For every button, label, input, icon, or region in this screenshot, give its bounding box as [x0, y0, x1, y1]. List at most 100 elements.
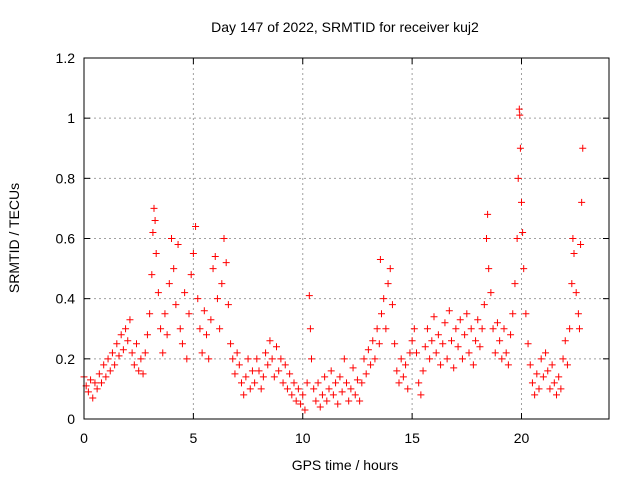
data-point	[376, 256, 384, 264]
data-point	[185, 310, 193, 318]
data-point	[526, 361, 534, 369]
data-point	[367, 361, 375, 369]
data-point	[327, 367, 335, 375]
data-point	[402, 361, 410, 369]
data-point	[514, 174, 522, 182]
data-point	[570, 250, 578, 258]
data-point	[343, 379, 350, 387]
data-point	[373, 325, 381, 333]
y-tick-label: 0.6	[56, 231, 76, 247]
data-point	[544, 367, 552, 375]
data-point	[561, 337, 569, 345]
data-point	[515, 105, 523, 113]
data-point	[382, 325, 390, 333]
data-point	[229, 355, 237, 363]
data-point	[117, 331, 125, 339]
y-axis-label: SRMTID / TECUs	[6, 183, 22, 293]
data-point	[388, 301, 396, 309]
data-point	[474, 316, 482, 324]
data-point	[150, 204, 158, 212]
data-point	[207, 316, 215, 324]
data-point	[456, 316, 464, 324]
data-point	[299, 391, 307, 399]
data-point	[395, 379, 403, 387]
data-point	[458, 355, 466, 363]
data-point	[413, 349, 420, 357]
data-point	[520, 265, 528, 273]
data-point	[157, 325, 165, 333]
data-point	[463, 310, 471, 318]
data-point	[568, 280, 576, 288]
data-point	[502, 349, 510, 357]
data-point	[332, 379, 340, 387]
data-point	[151, 216, 159, 224]
data-point	[213, 295, 221, 303]
data-point	[417, 391, 425, 399]
data-point	[386, 265, 394, 273]
data-point	[329, 391, 337, 399]
data-point	[115, 352, 123, 360]
data-point	[294, 385, 302, 393]
data-point	[496, 337, 504, 345]
data-point	[461, 331, 469, 339]
data-point	[233, 349, 241, 357]
data-point	[149, 228, 157, 236]
data-point	[205, 355, 213, 363]
data-point	[349, 364, 357, 372]
data-point	[454, 343, 462, 351]
data-point	[259, 373, 267, 381]
data-point	[135, 367, 143, 375]
data-point	[542, 349, 550, 357]
data-point	[531, 391, 539, 399]
data-point	[238, 379, 245, 387]
data-point	[242, 373, 250, 381]
data-point	[100, 361, 108, 369]
data-points	[80, 105, 587, 414]
data-point	[246, 385, 254, 393]
data-point	[288, 391, 296, 399]
data-point	[399, 373, 407, 381]
data-point	[483, 235, 490, 242]
data-point	[321, 373, 329, 381]
y-tick-label: 0.8	[56, 170, 76, 186]
y-tick-label: 0	[67, 411, 75, 427]
data-point	[318, 391, 326, 399]
data-point	[364, 346, 372, 354]
data-point	[189, 250, 197, 258]
data-point	[408, 337, 416, 345]
data-point	[441, 319, 449, 327]
tick-labels: 0 5 10 15 20 0 0.2 0.4 0.6 0.8 1 1.2	[56, 50, 530, 446]
data-point	[421, 343, 429, 351]
data-point	[262, 349, 270, 357]
data-point	[428, 337, 436, 345]
data-point	[270, 373, 278, 381]
data-point	[281, 361, 289, 369]
data-point	[297, 400, 305, 408]
data-point	[484, 210, 492, 218]
data-point	[469, 361, 477, 369]
y-tick-label: 0.4	[56, 291, 76, 307]
data-point	[196, 325, 204, 333]
data-point	[310, 385, 318, 393]
data-point	[423, 325, 431, 333]
data-point	[535, 385, 543, 393]
data-point	[122, 325, 130, 333]
data-point	[198, 349, 206, 357]
data-point	[439, 340, 447, 348]
data-point	[163, 331, 171, 339]
data-point	[347, 385, 355, 393]
data-point	[579, 144, 587, 152]
data-point	[290, 379, 298, 387]
data-point	[351, 391, 359, 399]
data-point	[485, 265, 493, 273]
data-point	[266, 337, 274, 345]
data-point	[434, 331, 442, 339]
data-point	[371, 355, 379, 363]
data-point	[516, 144, 524, 152]
data-point	[113, 340, 121, 348]
data-point	[476, 343, 484, 351]
data-point	[500, 325, 508, 333]
data-point	[507, 331, 515, 339]
data-point	[235, 361, 243, 369]
